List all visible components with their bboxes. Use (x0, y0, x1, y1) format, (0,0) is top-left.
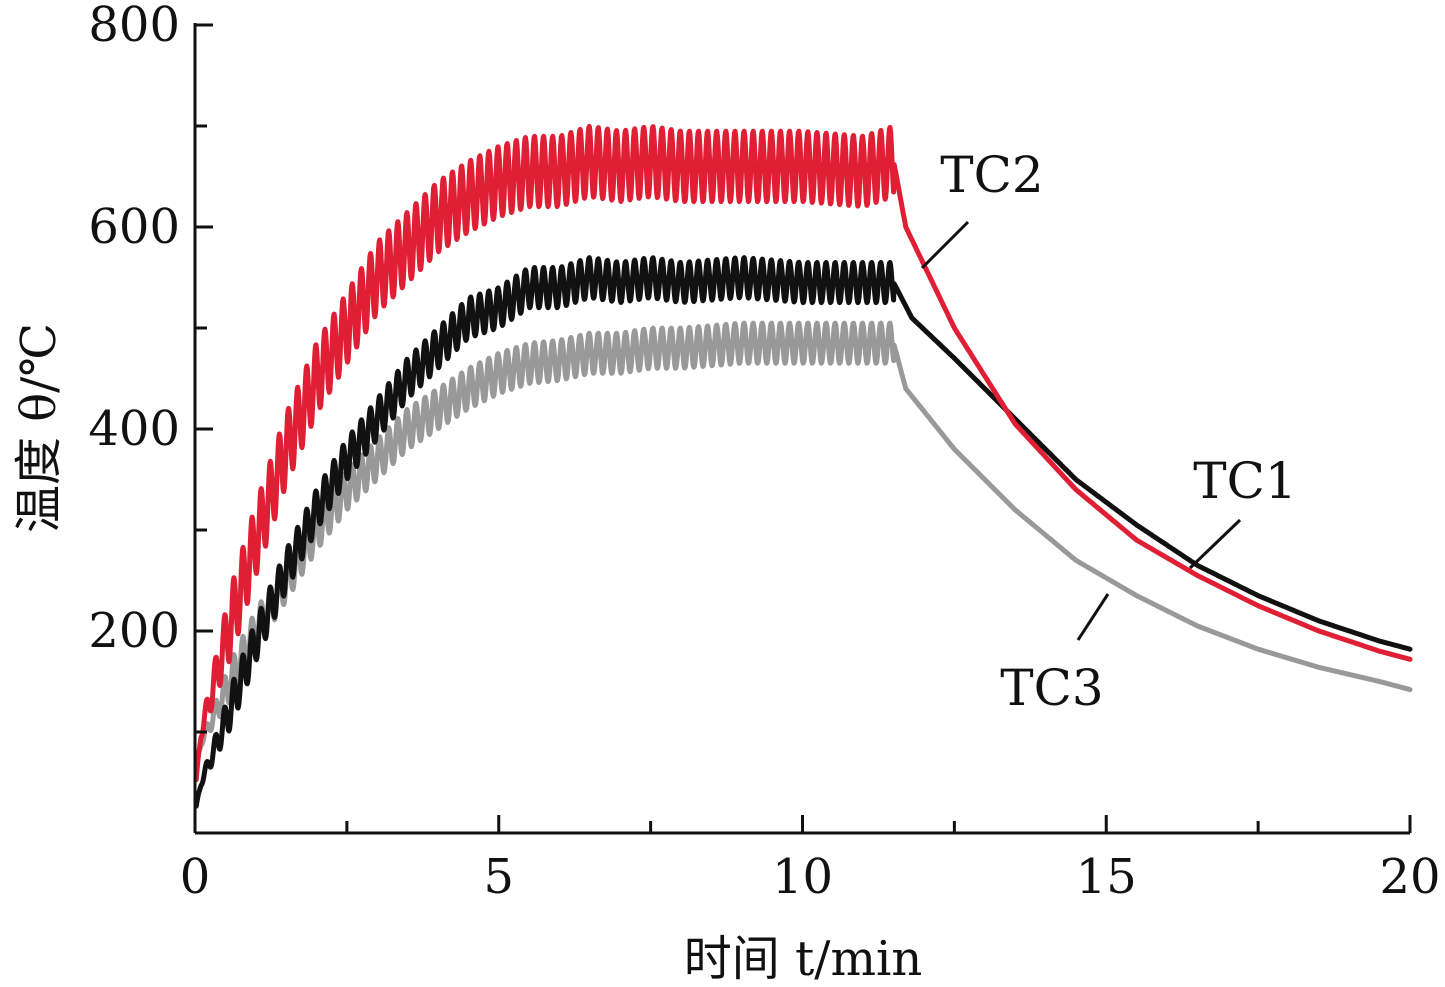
annotation-leader-tc1 (1188, 518, 1242, 570)
series-annotations: TC2 TC1 TC3 (920, 146, 1297, 717)
x-tick-label: 0 (180, 849, 211, 905)
ticks: 0 5 10 15 20 200 400 600 800 (88, 0, 1440, 905)
series-line-tc3 (193, 320, 1413, 769)
y-tick-label: 600 (88, 199, 180, 255)
series-line-tc1 (193, 255, 1413, 809)
annotation-leader-tc3 (1076, 593, 1110, 641)
x-tick-label: 20 (1379, 849, 1440, 905)
series-label-tc2: TC2 (940, 146, 1043, 204)
x-tick-label: 10 (772, 849, 833, 905)
series-label-tc1: TC1 (1193, 452, 1296, 510)
x-tick-label: 15 (1076, 849, 1137, 905)
annotation-leader-tc2 (920, 220, 970, 270)
series-line-tc2 (193, 123, 1413, 783)
y-axis-title: 温度 θ/℃ (11, 323, 67, 533)
y-tick-label: 200 (88, 603, 180, 659)
series-label-tc3: TC3 (1000, 659, 1103, 717)
x-tick-label: 5 (483, 849, 514, 905)
series-layer (193, 123, 1413, 809)
y-tick-label: 400 (88, 401, 180, 457)
x-axis-title: 时间 t/min (684, 931, 923, 987)
y-tick-label: 800 (88, 0, 180, 53)
